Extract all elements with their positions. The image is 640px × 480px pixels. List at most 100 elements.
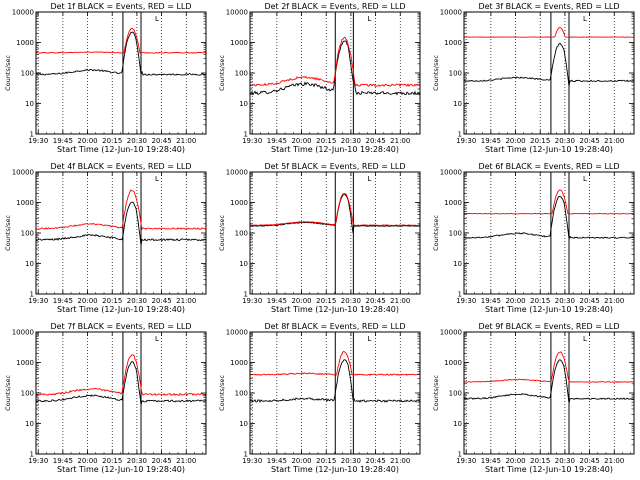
panel-title: Det 5f BLACK = Events, RED = LLD — [264, 162, 405, 171]
panel-title: Det 1f BLACK = Events, RED = LLD — [50, 2, 191, 11]
marker-label: L — [583, 175, 587, 183]
series-line-lld — [250, 36, 420, 88]
y-axis-label: Counts/sec — [432, 375, 440, 411]
x-tick-label: 21:00 — [604, 457, 624, 465]
x-tick-label: 21:00 — [390, 137, 410, 145]
series-line-lld — [36, 27, 206, 54]
x-tick-label: 20:45 — [151, 137, 171, 145]
y-tick-label: 10 — [25, 420, 34, 428]
series-line-events — [36, 360, 206, 406]
y-tick-label: 10 — [453, 100, 462, 108]
x-tick-label: 21:00 — [390, 297, 410, 305]
x-axis-label: Start Time (12-Jun-10 19:28:40) — [57, 145, 185, 154]
x-tick-label: 19:30 — [456, 137, 476, 145]
y-tick-label: 100 — [21, 390, 34, 398]
x-axis-label: Start Time (12-Jun-10 19:28:40) — [271, 465, 399, 474]
y-tick-label: 1 — [30, 291, 34, 299]
series-line-events — [250, 359, 420, 403]
panel-title: Det 6f BLACK = Events, RED = LLD — [478, 162, 619, 171]
y-tick-label: 1 — [458, 291, 462, 299]
x-tick-label: 21:00 — [604, 297, 624, 305]
series-line-events — [36, 201, 206, 246]
x-tick-label: 19:45 — [53, 457, 73, 465]
x-tick-label: 21:00 — [604, 137, 624, 145]
marker-label: L — [367, 335, 371, 343]
y-tick-label: 1 — [244, 131, 248, 139]
x-tick-label: 20:15 — [102, 297, 122, 305]
series-line-lld — [464, 27, 634, 38]
x-axis-label: Start Time (12-Jun-10 19:28:40) — [57, 305, 185, 314]
y-tick-label: 1 — [458, 451, 462, 459]
x-tick-label: 19:30 — [28, 297, 48, 305]
plot-frame — [463, 171, 635, 295]
marker-label: L — [367, 15, 371, 23]
y-axis-label: Counts/sec — [432, 55, 440, 91]
x-tick-label: 20:15 — [102, 137, 122, 145]
y-tick-label: 10 — [239, 420, 248, 428]
y-tick-label: 10 — [239, 100, 248, 108]
series-line-events — [464, 359, 634, 404]
series-line-lld — [36, 354, 206, 396]
x-axis-label: Start Time (12-Jun-10 19:28:40) — [485, 145, 613, 154]
x-tick-label: 19:45 — [53, 297, 73, 305]
x-axis-label: Start Time (12-Jun-10 19:28:40) — [271, 145, 399, 154]
y-axis-label: Counts/sec — [4, 375, 12, 411]
marker-label: L — [583, 335, 587, 343]
x-tick-label: 21:00 — [176, 297, 196, 305]
x-tick-label: 20:45 — [365, 457, 385, 465]
x-tick-label: 21:00 — [390, 457, 410, 465]
detector-panel: Det 9f BLACK = Events, RED = LLD 1 10 100 10… — [432, 322, 635, 474]
y-tick-label: 10 — [453, 420, 462, 428]
plot-frame — [463, 11, 635, 135]
detector-panel: Det 2f BLACK = Events, RED = LLD 1 10 100 10… — [218, 2, 421, 154]
detector-panel: Det 1f BLACK = Events, RED = LLD 1 10 100 10… — [4, 2, 207, 154]
y-tick-label: 1 — [30, 451, 34, 459]
panel-title: Det 7f BLACK = Events, RED = LLD — [50, 322, 191, 331]
series-line-events — [464, 195, 634, 240]
x-tick-label: 19:45 — [267, 297, 287, 305]
detector-panel: Det 7f BLACK = Events, RED = LLD 1 10 100 10… — [4, 322, 207, 474]
detector-panel: Det 5f BLACK = Events, RED = LLD 1 10 100 10… — [218, 162, 421, 314]
y-tick-label: 10000 — [226, 9, 248, 17]
x-tick-label: 19:30 — [28, 137, 48, 145]
x-tick-label: 20:00 — [77, 137, 97, 145]
x-tick-label: 20:30 — [555, 457, 575, 465]
x-tick-label: 19:45 — [267, 137, 287, 145]
y-axis-label: Counts/sec — [4, 55, 12, 91]
x-tick-label: 20:30 — [555, 297, 575, 305]
panel-title: Det 8f BLACK = Events, RED = LLD — [264, 322, 405, 331]
x-tick-label: 20:15 — [316, 457, 336, 465]
y-tick-label: 1 — [244, 291, 248, 299]
y-tick-label: 10000 — [226, 169, 248, 177]
y-tick-label: 100 — [21, 230, 34, 238]
x-tick-label: 19:45 — [481, 457, 501, 465]
y-tick-label: 100 — [449, 230, 462, 238]
x-tick-label: 20:00 — [291, 457, 311, 465]
panel-title: Det 3f BLACK = Events, RED = LLD — [478, 2, 619, 11]
y-tick-label: 1000 — [444, 359, 462, 367]
y-tick-label: 1 — [30, 131, 34, 139]
y-tick-label: 1000 — [16, 359, 34, 367]
x-tick-label: 20:45 — [365, 137, 385, 145]
detector-panel: Det 3f BLACK = Events, RED = LLD 1 10 100 10… — [432, 2, 635, 154]
x-tick-label: 20:30 — [127, 297, 147, 305]
x-tick-label: 20:15 — [530, 137, 550, 145]
x-tick-label: 20:00 — [77, 297, 97, 305]
y-tick-label: 10 — [25, 260, 34, 268]
x-tick-label: 20:00 — [291, 297, 311, 305]
y-tick-label: 1000 — [230, 39, 248, 47]
x-tick-label: 19:45 — [481, 137, 501, 145]
detector-panel: Det 6f BLACK = Events, RED = LLD 1 10 100 10… — [432, 162, 635, 314]
marker-label: L — [583, 15, 587, 23]
marker-label: L — [367, 175, 371, 183]
y-tick-label: 10000 — [226, 329, 248, 337]
y-tick-label: 100 — [449, 390, 462, 398]
series-line-lld — [36, 189, 206, 230]
y-tick-label: 1 — [244, 451, 248, 459]
y-tick-label: 10000 — [440, 329, 462, 337]
y-tick-label: 100 — [235, 390, 248, 398]
series-line-lld — [464, 189, 634, 215]
x-tick-label: 20:15 — [102, 457, 122, 465]
x-tick-label: 19:30 — [242, 297, 262, 305]
